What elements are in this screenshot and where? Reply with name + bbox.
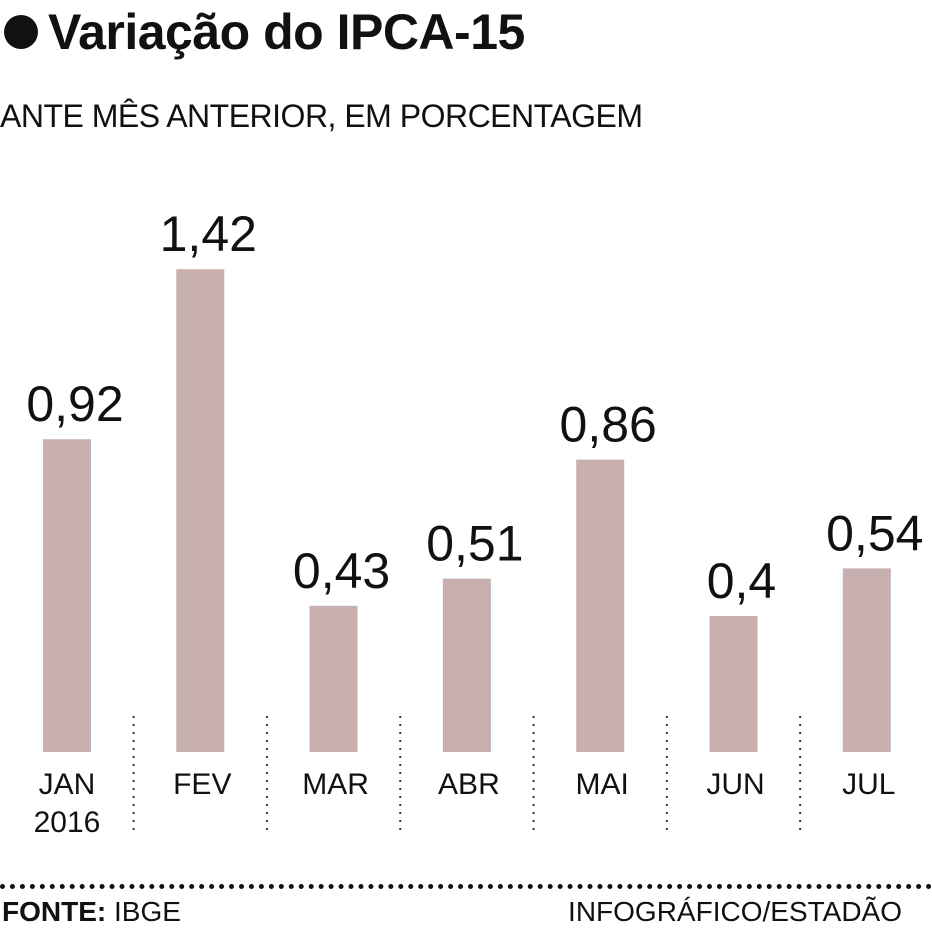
category-label-3: ABR [438, 768, 500, 801]
bar-0 [43, 439, 91, 752]
category-label-4: MAI [576, 768, 629, 801]
category-label-6: JUL [842, 768, 895, 801]
value-label-5: 0,4 [707, 553, 777, 609]
chart-title: Variação do IPCA-15 [48, 4, 525, 60]
value-label-3: 0,51 [426, 516, 523, 572]
category-label-0: JAN [39, 768, 96, 801]
bar-2 [309, 605, 358, 752]
category-label-1: FEV [173, 768, 231, 801]
bar-6 [842, 568, 891, 752]
category-label-0-line2: 2016 [34, 806, 101, 839]
bullet-icon [4, 15, 38, 49]
chart-subtitle: ANTE MÊS ANTERIOR, EM PORCENTAGEM [0, 98, 643, 134]
value-label-0: 0,92 [26, 376, 123, 432]
bar-3 [442, 578, 491, 752]
value-label-2: 0,43 [293, 543, 390, 599]
source-note: FONTE: IBGE [2, 896, 181, 928]
source-label: FONTE: [2, 896, 107, 927]
source-value: IBGE [114, 896, 181, 927]
value-label-1: 1,42 [160, 206, 257, 262]
bar-5 [709, 616, 758, 752]
bar-4 [576, 459, 625, 752]
value-label-4: 0,86 [560, 397, 657, 453]
footer-divider [0, 884, 932, 889]
category-label-2: MAR [302, 768, 369, 801]
credit-note: INFOGRÁFICO/ESTADÃO [568, 896, 902, 927]
value-label-6: 0,54 [826, 505, 923, 561]
chart-title-row: Variação do IPCA-15 [0, 2, 525, 62]
category-label-5: JUN [706, 768, 764, 801]
bar-1 [176, 269, 225, 752]
